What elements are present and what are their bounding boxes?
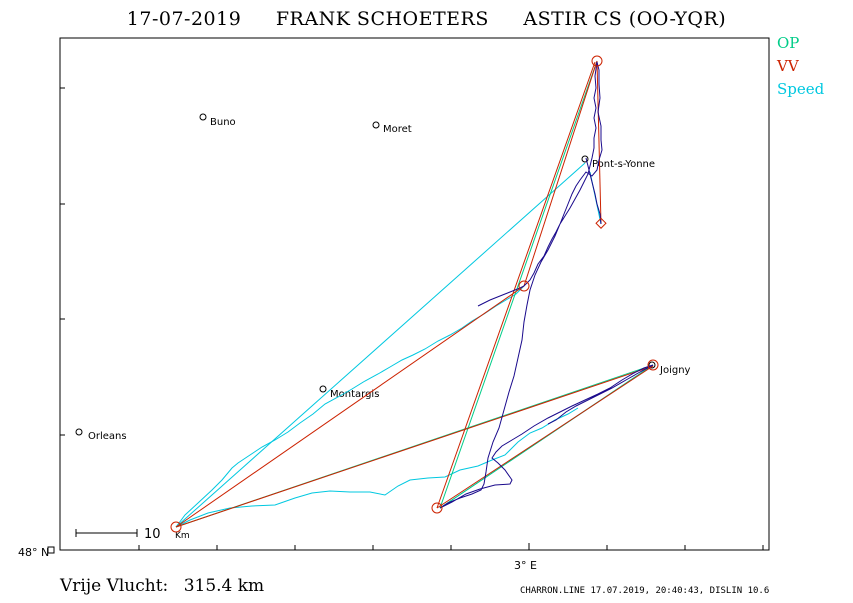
- scale-value: 10: [144, 527, 161, 542]
- flight-date: 17-07-2019: [126, 8, 242, 30]
- speed-line: [175, 162, 654, 528]
- turnpoint-4: [647, 359, 659, 371]
- place-label-moret: Moret: [383, 124, 412, 135]
- axis-ticks: [60, 87, 764, 551]
- place-marker-buno: [199, 113, 207, 121]
- legend-speed: Speed: [777, 80, 825, 98]
- distance-summary: Vrije Vlucht: 315.4 km: [60, 576, 274, 596]
- place-label-buno: Buno: [210, 117, 236, 128]
- y-axis-marker: [47, 546, 55, 554]
- x-axis-label: 3° E: [514, 559, 537, 572]
- turnpoint-3: [595, 217, 607, 229]
- turnpoint-markers: [170, 55, 659, 533]
- place-marker-joigny: [648, 361, 656, 369]
- pilot-name: FRANK SCHOETERS: [275, 8, 489, 30]
- legend-vv: VV: [777, 57, 799, 75]
- place-label-orleans: Orleans: [88, 431, 127, 442]
- place-label-joigny: Joigny: [659, 365, 691, 376]
- turnpoint-5: [431, 502, 443, 514]
- vv-line: [175, 60, 654, 528]
- map-frame: [59, 37, 770, 551]
- place-marker-orleans: [75, 428, 83, 436]
- place-marker-pont-s-yonne: [581, 155, 589, 163]
- place-marker-montargis: [319, 385, 327, 393]
- turnpoint-2: [591, 55, 603, 67]
- software-credit: CHARRON.LINE 17.07.2019, 20:40:43, DISLI…: [520, 586, 770, 596]
- distance-label: Vrije Vlucht:: [60, 576, 169, 596]
- turnpoint-1: [518, 280, 530, 292]
- flight-track: [439, 61, 654, 509]
- flight-title: 17-07-2019 FRANK SCHOETERS ASTIR CS (OO-…: [0, 8, 853, 30]
- place-label-montargis: Montargis: [330, 389, 379, 400]
- scale-unit: Km: [175, 531, 190, 541]
- legend-op: OP: [777, 34, 800, 52]
- y-axis-label: 48° N: [18, 546, 49, 559]
- distance-value: 315.4 km: [183, 576, 265, 596]
- scale-bar: 10 Km: [75, 527, 190, 542]
- place-marker-moret: [372, 121, 380, 129]
- place-label-pont-s-yonne: Pont-s-Yonne: [592, 159, 655, 170]
- turnpoint-start: [170, 521, 182, 533]
- glider-name: ASTIR CS (OO-YQR): [523, 8, 727, 30]
